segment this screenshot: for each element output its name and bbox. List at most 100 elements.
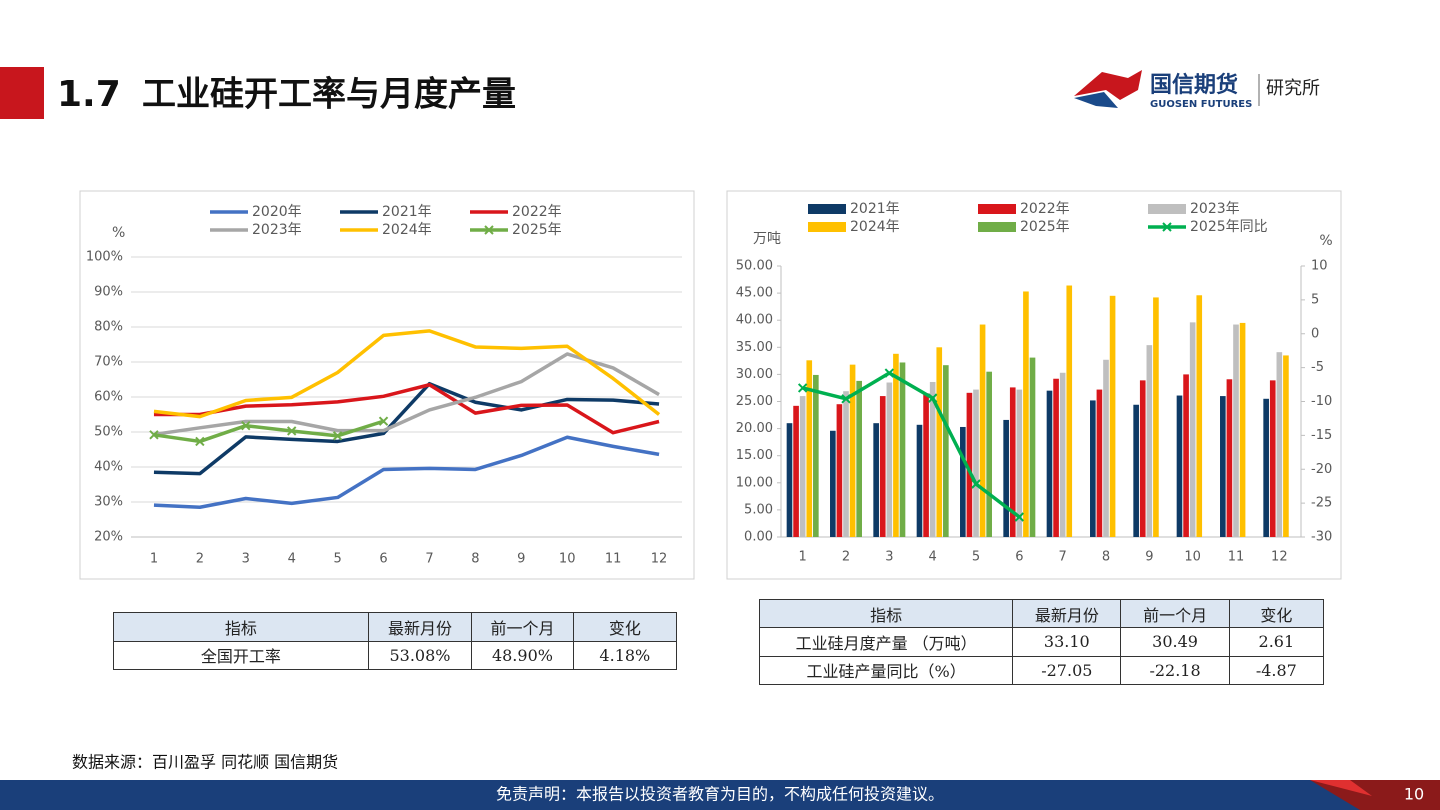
line-series [153, 352, 660, 437]
point-marker [884, 368, 895, 378]
line-series [153, 329, 661, 419]
y2-tick-label: 0 [1311, 326, 1319, 341]
cell: 48.90% [471, 640, 574, 670]
bar [830, 430, 836, 537]
point-marker [149, 430, 159, 440]
y-axis-label: % [112, 225, 125, 241]
x-tick-label: 2 [196, 552, 204, 567]
bar [1059, 372, 1066, 537]
y-tick-label: 70% [94, 355, 123, 370]
bar [836, 404, 843, 537]
bar [856, 380, 862, 537]
header-cell: 变化 [572, 612, 678, 642]
logo-red [1074, 70, 1142, 100]
bar [786, 423, 793, 537]
point-marker [195, 436, 205, 447]
bar [893, 353, 899, 537]
bar [1153, 297, 1159, 537]
footer-corner-accent [1310, 780, 1372, 796]
legend-label: 2020年 [252, 204, 302, 220]
header-cell: 前一个月 [471, 612, 574, 642]
bar [1029, 357, 1036, 537]
cell: 4.18% [572, 640, 678, 670]
point-marker [841, 394, 851, 404]
bar [1016, 389, 1023, 537]
x-tick-label: 11 [605, 552, 622, 567]
table-row: 全国开工率 53.08% 48.90% 4.18% [113, 640, 678, 670]
legend-label: 2021年 [850, 201, 900, 217]
x-tick-label: 5 [333, 552, 341, 567]
bar [849, 364, 856, 537]
y-tick-label: 20.00 [736, 421, 773, 436]
bar [1053, 378, 1059, 537]
bar [1109, 295, 1116, 537]
bar [1226, 379, 1233, 537]
table-row: 工业硅产量同比（%） -27.05 -22.18 -4.87 [758, 655, 1325, 686]
point-marker [378, 416, 389, 426]
bar [929, 381, 936, 537]
header-cell: 指标 [758, 598, 1014, 629]
source-note: 数据来源：百川盈孚 同花顺 国信期货 [72, 753, 338, 772]
header-cell: 指标 [113, 612, 369, 642]
title-marker [0, 67, 44, 119]
y-tick-label: 60% [94, 390, 123, 405]
y-tick-label: 30% [94, 495, 123, 510]
x-tick-label: 6 [379, 552, 387, 567]
bar [1146, 345, 1153, 537]
y-tick-label: 45.00 [736, 286, 773, 301]
bar [1233, 324, 1239, 537]
point-marker [241, 420, 251, 431]
legend-label: 2025年 [1020, 219, 1070, 235]
bar [943, 365, 949, 537]
y2-tick-label: -15 [1311, 428, 1332, 443]
x-tick-label: 3 [885, 550, 893, 565]
bar [973, 389, 979, 537]
cell: 33.10 [1012, 627, 1122, 657]
header-row: 指标 最新月份 前一个月 变化 [113, 612, 678, 642]
x-tick-label: 6 [1015, 550, 1023, 565]
y2-tick-label: -30 [1311, 530, 1332, 545]
y-tick-label: 50% [94, 425, 123, 440]
bar [873, 423, 879, 537]
y-tick-label: 25.00 [736, 394, 773, 409]
y-tick-label: 35.00 [736, 340, 773, 355]
header-cell: 最新月份 [1012, 598, 1122, 629]
legend-swatch [1148, 204, 1186, 214]
legend-label: 2024年 [382, 222, 432, 238]
legend-label: 2022年 [512, 204, 562, 220]
bar [1263, 398, 1269, 537]
y-tick-label: 5.00 [744, 502, 773, 517]
legend-swatch [808, 222, 846, 232]
bar [1046, 390, 1053, 537]
x-tick-label: 5 [972, 550, 980, 565]
y-tick-label: 0.00 [744, 530, 773, 545]
x-tick-label: 8 [1102, 550, 1110, 565]
bar [843, 391, 849, 537]
table: 指标 最新月份 前一个月 变化 全国开工率 53.08% 48.90% 4.18% [113, 612, 678, 670]
line-series [153, 419, 385, 444]
y-tick-label: 15.00 [736, 448, 773, 463]
y-tick-label: 100% [86, 250, 123, 265]
logo-blue [1074, 92, 1118, 108]
point-marker [332, 431, 343, 441]
header-row: 指标 最新月份 前一个月 变化 [758, 598, 1325, 629]
bar [1189, 322, 1196, 537]
bar [979, 324, 986, 537]
x-tick-label: 9 [1145, 550, 1153, 565]
slide-title: 工业硅开工率与月度产量 [142, 75, 516, 115]
y2-tick-label: -5 [1311, 360, 1324, 375]
bar [1090, 400, 1096, 537]
x-tick-label: 12 [651, 552, 668, 567]
y-axis-label: 万吨 [753, 231, 781, 247]
line-series [153, 381, 660, 476]
legend-label: 2025年 [512, 222, 562, 238]
header-cell: 前一个月 [1120, 598, 1230, 629]
point-marker [287, 426, 297, 436]
table-row: 工业硅月度产量 （万吨） 33.10 30.49 2.61 [758, 627, 1325, 657]
bar [966, 392, 973, 537]
bar [1009, 387, 1016, 537]
x-tick-label: 4 [288, 552, 296, 567]
legend-marker [1162, 222, 1172, 232]
